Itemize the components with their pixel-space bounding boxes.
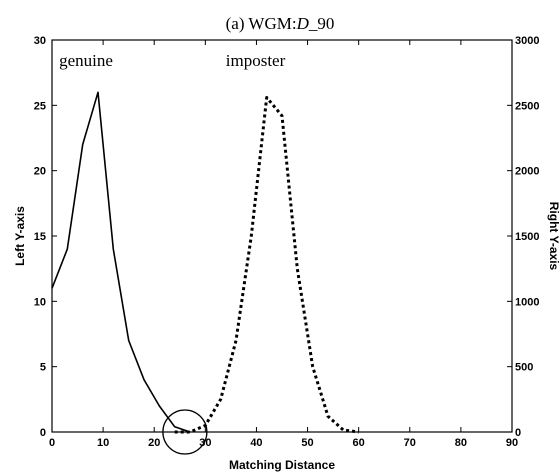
- series-line-genuine: [51, 91, 191, 433]
- chart-title: (a) WGM:D_90: [226, 14, 335, 33]
- title-italic: D: [296, 14, 310, 33]
- y-tick-label-right: 1500: [515, 231, 539, 243]
- y-tick-label-right: 1000: [515, 296, 539, 308]
- annotation-imposter: imposter: [226, 51, 286, 70]
- y-tick-label-left: 10: [34, 296, 46, 308]
- y-tick-label-right: 3000: [515, 35, 539, 47]
- series-line-imposter: [174, 96, 359, 434]
- y-tick-label-right: 2000: [515, 166, 539, 178]
- x-tick-label: 20: [148, 437, 160, 449]
- x-tick-label: 40: [250, 437, 262, 449]
- x-tick-label: 60: [353, 437, 365, 449]
- annotation-genuine: genuine: [59, 51, 113, 70]
- y-tick-label-right: 2500: [515, 100, 539, 112]
- y-axis-label-left: Left Y-axis: [13, 206, 27, 266]
- y-tick-label-left: 25: [34, 100, 46, 112]
- highlight-circle: [162, 409, 208, 455]
- plot-frame: [51, 39, 513, 433]
- y-tick-label-left: 0: [40, 427, 46, 439]
- y-axis-label-right: Right Y-axis: [547, 202, 559, 271]
- y-tick-label-left: 5: [40, 362, 46, 374]
- series-layer: [51, 91, 359, 434]
- x-tick-label: 0: [49, 437, 55, 449]
- title-suffix: _90: [308, 14, 335, 33]
- x-tick-label: 10: [97, 437, 109, 449]
- x-tick-label: 50: [301, 437, 313, 449]
- y-ticks-left: 0 5 10 15 20 25 30: [34, 35, 57, 439]
- title-prefix: (a) WGM:: [226, 14, 297, 33]
- y-tick-label-left: 15: [34, 231, 46, 243]
- y-tick-label-left: 20: [34, 166, 46, 178]
- x-axis-label: Matching Distance: [229, 458, 335, 472]
- x-tick-label: 90: [506, 437, 518, 449]
- x-tick-label: 80: [455, 437, 467, 449]
- y-ticks-right: 0 500 1000 1500 2000 2500 3000: [507, 35, 539, 439]
- x-ticks: 0 10 20 30 40 50 60 70 80 90: [49, 40, 518, 449]
- y-tick-label-right: 500: [515, 362, 533, 374]
- y-tick-label-left: 30: [34, 35, 46, 47]
- y-tick-label-right: 0: [515, 427, 521, 439]
- x-tick-label: 70: [404, 437, 416, 449]
